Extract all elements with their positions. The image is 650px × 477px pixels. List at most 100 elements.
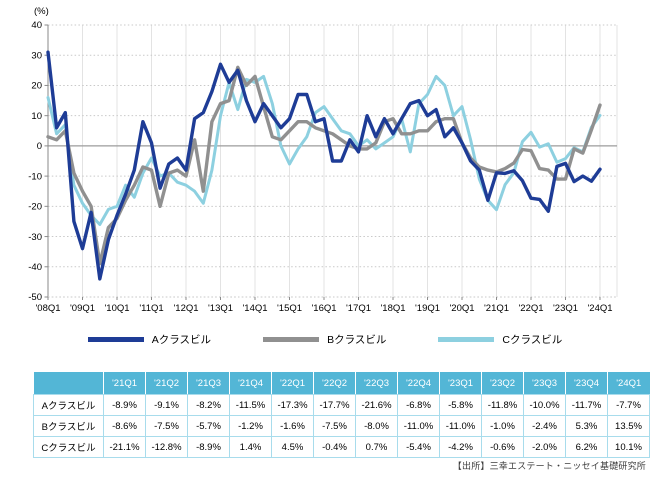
table-cell: -8.2% xyxy=(187,394,230,416)
table-cell: -11.0% xyxy=(397,415,440,437)
x-axis-label: '09Q1 xyxy=(70,303,95,314)
y-axis-label: 20 xyxy=(31,81,42,92)
x-axis-label: '21Q1 xyxy=(484,303,509,314)
table-row-label: Cクラスビル xyxy=(33,436,104,458)
table-column-header: '21Q4 xyxy=(229,372,272,395)
legend-item-0: Aクラスビル xyxy=(87,332,212,347)
table-column-header: '21Q2 xyxy=(145,372,188,395)
table-cell: 5.3% xyxy=(565,415,608,437)
x-axis-label: '23Q1 xyxy=(553,303,578,314)
table-column-header: '22Q2 xyxy=(313,372,356,395)
x-axis-label: '22Q1 xyxy=(518,303,543,314)
legend-item-2: Cクラスビル xyxy=(438,332,562,347)
y-axis-label: 0 xyxy=(37,141,42,152)
table-column-header: '21Q3 xyxy=(187,372,230,395)
table-column-header: '23Q3 xyxy=(523,372,566,395)
table-cell: -6.8% xyxy=(397,394,440,416)
x-axis-label: '18Q1 xyxy=(380,303,405,314)
table-cell: -8.9% xyxy=(187,436,230,458)
series-line-Cクラスビル xyxy=(46,74,602,226)
table-cell: -0.6% xyxy=(481,436,524,458)
table-cell: -8.9% xyxy=(103,394,146,416)
table-cell: -4.2% xyxy=(439,436,482,458)
table-cell: 4.5% xyxy=(271,436,314,458)
legend-line-swatch xyxy=(438,336,495,342)
table-column-header: '23Q4 xyxy=(565,372,608,395)
table-cell: -11.5% xyxy=(229,394,272,416)
legend-label: Aクラスビル xyxy=(151,333,212,346)
table-cell: -1.6% xyxy=(271,415,314,437)
x-axis-label: '20Q1 xyxy=(449,303,474,314)
table-cell: -12.8% xyxy=(145,436,188,458)
x-axis-label: '12Q1 xyxy=(173,303,198,314)
table-cell: -2.0% xyxy=(523,436,566,458)
table-cell: -9.1% xyxy=(145,394,188,416)
table-row-1: Bクラスビル -8.6% -7.5% -5.7% -1.2% -1.6% -7.5% -8.0… xyxy=(33,415,650,437)
table-header-row: '21Q1'21Q2'21Q3'21Q4'22Q1'22Q2'22Q3'22Q4… xyxy=(33,372,650,395)
y-axis-unit-label: (%) xyxy=(34,6,49,17)
table-row-0: Aクラスビル -8.9% -9.1% -8.2% -11.5% -17.3% -17.7% -… xyxy=(33,394,650,416)
table-cell: -1.0% xyxy=(481,415,524,437)
table-cell: -8.0% xyxy=(355,415,398,437)
table-cell: 10.1% xyxy=(607,436,650,458)
y-axis-label: -40 xyxy=(28,262,42,273)
x-axis-label: '14Q1 xyxy=(242,303,267,314)
table-cell: -11.7% xyxy=(565,394,608,416)
table-column-header: '23Q2 xyxy=(481,372,524,395)
y-axis-label: 40 xyxy=(31,20,42,31)
source-note: 【出所】三幸エステート・ニッセイ基礎研究所 xyxy=(452,461,646,471)
table-cell: -0.4% xyxy=(313,436,356,458)
table-cell: -8.6% xyxy=(103,415,146,437)
x-axis-label: '17Q1 xyxy=(346,303,371,314)
table-cell: -5.8% xyxy=(439,394,482,416)
table-row-2: Cクラスビル -21.1% -12.8% -8.9% 1.4% 4.5% -0.4% 0.7%… xyxy=(33,436,650,458)
chart-legend: Aクラスビル Bクラスビル Cクラスビル xyxy=(0,331,650,347)
table-row-label: Bクラスビル xyxy=(33,415,104,437)
table-cell: -5.7% xyxy=(187,415,230,437)
table-cell: -17.3% xyxy=(271,394,314,416)
y-axis-label: 30 xyxy=(31,50,42,61)
y-axis-label: 10 xyxy=(31,111,42,122)
table-cell: -21.1% xyxy=(103,436,146,458)
x-axis-label: '16Q1 xyxy=(311,303,336,314)
legend-label: Cクラスビル xyxy=(502,333,563,346)
x-axis-label: '10Q1 xyxy=(104,303,129,314)
table-cell: -11.8% xyxy=(481,394,524,416)
table-cell: 13.5% xyxy=(607,415,650,437)
x-axis-label: '19Q1 xyxy=(415,303,440,314)
table-cell: -17.7% xyxy=(313,394,356,416)
table-column-header: '21Q1 xyxy=(103,372,146,395)
table-body: Aクラスビル -8.9% -9.1% -8.2% -11.5% -17.3% -17.7% -… xyxy=(33,394,650,458)
series-line-Aクラスビル xyxy=(46,50,602,281)
table-cell: -2.4% xyxy=(523,415,566,437)
table-cell: 1.4% xyxy=(229,436,272,458)
legend-line-swatch xyxy=(87,336,144,342)
table-cell: -10.0% xyxy=(523,394,566,416)
table-column-header: '23Q1 xyxy=(439,372,482,395)
table-corner-cell xyxy=(33,372,104,395)
table-cell: -7.5% xyxy=(313,415,356,437)
rent-change-line-chart: 40 30 20 10 0 -10 -20 -30 -40 -50'08Q1 '09Q1 '10Q1 '… xyxy=(28,6,618,314)
y-axis-label: -30 xyxy=(28,232,42,243)
y-axis-label: -20 xyxy=(28,202,42,213)
table-cell: -11.0% xyxy=(439,415,482,437)
table-column-header: '22Q4 xyxy=(397,372,440,395)
table-cell: -5.4% xyxy=(397,436,440,458)
table-cell: -1.2% xyxy=(229,415,272,437)
legend-item-1: Bクラスビル xyxy=(263,332,386,347)
legend-label: Bクラスビル xyxy=(327,333,387,346)
x-axis-label: '13Q1 xyxy=(208,303,233,314)
table-column-header: '24Q1 xyxy=(607,372,650,395)
y-axis-label: -50 xyxy=(28,292,42,303)
table-column-header: '22Q3 xyxy=(355,372,398,395)
table-row-label: Aクラスビル xyxy=(33,394,104,416)
legend-line-swatch xyxy=(263,336,320,342)
table-cell: -21.6% xyxy=(355,394,398,416)
x-axis-label: '11Q1 xyxy=(139,303,163,314)
x-axis-label: '15Q1 xyxy=(277,303,302,314)
x-axis-label: '08Q1 xyxy=(35,303,60,314)
table-cell: -7.7% xyxy=(607,394,650,416)
series-line-Bクラスビル xyxy=(46,65,602,266)
table-cell: 6.2% xyxy=(565,436,608,458)
